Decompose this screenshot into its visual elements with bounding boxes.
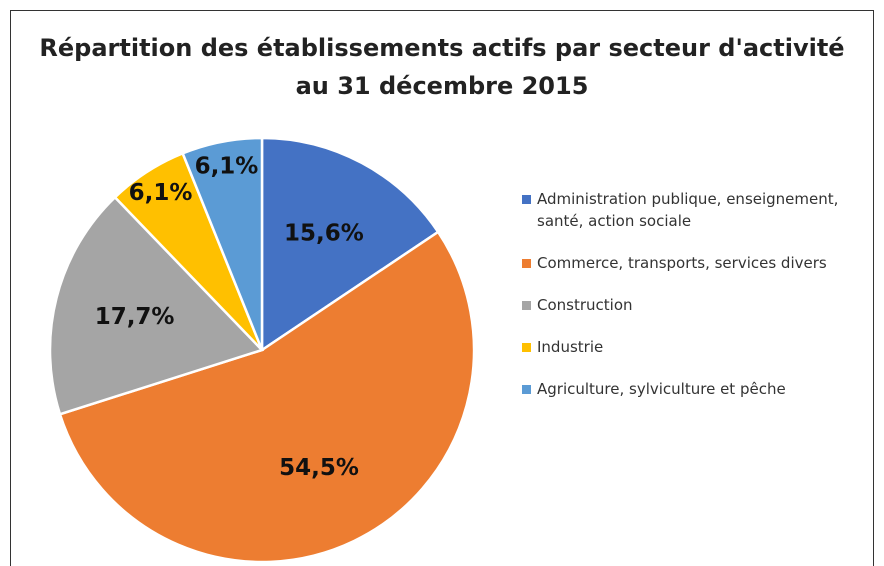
legend-swatch bbox=[522, 385, 531, 394]
legend-item: Construction bbox=[522, 294, 872, 316]
data-label: 17,7% bbox=[95, 304, 175, 330]
frame bbox=[10, 10, 874, 566]
legend-item: Agriculture, sylviculture et pêche bbox=[522, 378, 872, 400]
pie-slice bbox=[260, 136, 440, 353]
legend-swatch bbox=[522, 343, 531, 352]
pie-slice bbox=[181, 136, 264, 351]
chart-title: au 31 décembre 2015 bbox=[296, 72, 589, 100]
legend-swatch bbox=[522, 301, 531, 310]
data-label: 6,1% bbox=[195, 153, 259, 179]
legend-label: Administration publique, enseignement, s… bbox=[537, 190, 839, 230]
data-label: 54,5% bbox=[279, 455, 359, 481]
legend-item: Industrie bbox=[522, 336, 872, 358]
chart-title: Répartition des établissements actifs pa… bbox=[39, 34, 844, 62]
legend-swatch bbox=[522, 259, 531, 268]
legend-item: Commerce, transports, services divers bbox=[522, 252, 872, 274]
legend-swatch bbox=[522, 195, 531, 204]
data-label: 15,6% bbox=[284, 221, 364, 247]
legend-label: Commerce, transports, services divers bbox=[537, 254, 827, 272]
legend-label: Construction bbox=[537, 296, 633, 314]
pie-slice bbox=[58, 230, 476, 564]
legend-label: Agriculture, sylviculture et pêche bbox=[537, 380, 786, 398]
pie-slice bbox=[48, 195, 265, 416]
legend: Administration publique, enseignement, s… bbox=[522, 188, 872, 420]
legend-label: Industrie bbox=[537, 338, 604, 356]
legend-item: Administration publique, enseignement, s… bbox=[522, 188, 872, 232]
data-label: 6,1% bbox=[129, 180, 193, 206]
